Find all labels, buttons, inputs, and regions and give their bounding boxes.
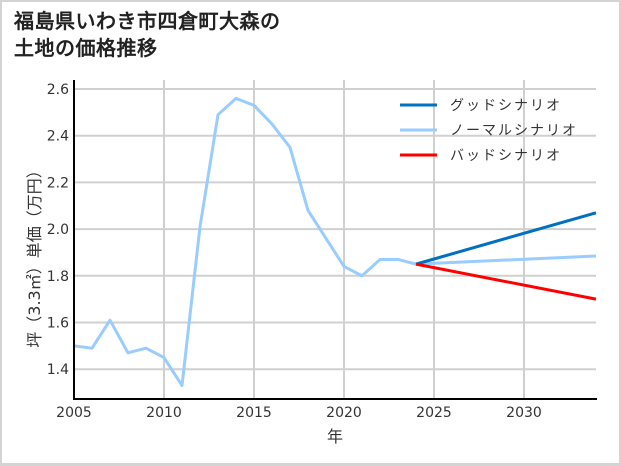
normal-scenario-line — [415, 254, 597, 266]
axes — [73, 80, 597, 400]
x-tick-label: 2020 — [326, 405, 362, 421]
legend-label: バッドシナリオ — [450, 148, 562, 164]
historical-line — [73, 96, 417, 388]
x-axis-label: 年 — [327, 427, 343, 446]
legend-label: グッドシナリオ — [450, 98, 562, 114]
chart-title: 福島県いわき市四倉町大森の 土地の価格推移 — [14, 9, 281, 60]
y-tick-label: 1.8 — [47, 269, 69, 285]
y-tick-label: 2.6 — [47, 82, 69, 98]
bad-scenario-line — [415, 262, 597, 301]
x-tick-label: 2015 — [236, 405, 272, 421]
y-tick-label: 1.4 — [47, 362, 69, 378]
x-tick-label: 2010 — [146, 405, 182, 421]
y-tick-label: 2.2 — [47, 175, 69, 191]
x-tick-label: 2025 — [416, 405, 452, 421]
y-axis-label: 坪（3.3㎡）単価（万円） — [25, 162, 44, 347]
legend-label: ノーマルシナリオ — [450, 123, 578, 139]
y-tick-label: 2.0 — [47, 222, 69, 238]
gridlines — [74, 80, 596, 399]
x-tick-label: 2030 — [506, 405, 542, 421]
y-tick-labels: 1.4 1.6 1.8 2.0 2.2 2.4 2.6 — [47, 82, 69, 378]
y-tick-label: 2.4 — [47, 129, 69, 145]
data-lines — [73, 96, 597, 388]
good-scenario-line — [415, 211, 597, 266]
y-tick-label: 1.6 — [47, 316, 69, 332]
x-tick-label: 2005 — [56, 405, 92, 421]
x-tick-labels: 2005 2010 2015 2020 2025 2030 — [56, 405, 542, 421]
